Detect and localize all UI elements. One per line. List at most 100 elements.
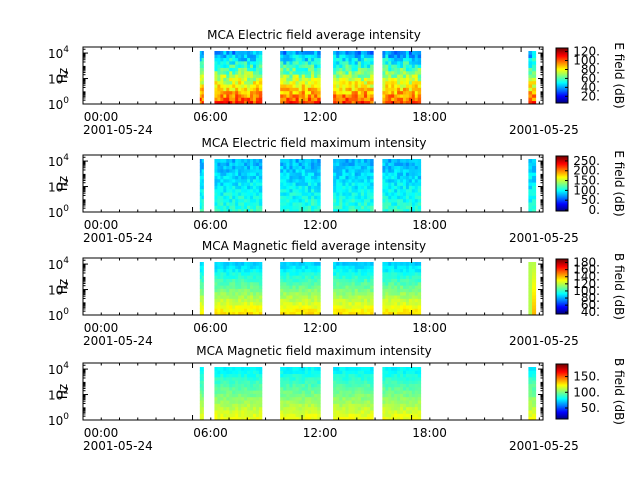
spectrogram-cell (317, 182, 321, 186)
colorbar-label: E field (dB) (612, 42, 626, 108)
spectrogram-cell (255, 268, 260, 273)
spectrogram-cell (345, 188, 349, 193)
spectrogram-cell (360, 301, 365, 306)
spectrogram-cell (255, 168, 260, 173)
spectrogram-cell (232, 60, 236, 65)
spectrogram-cell (339, 159, 343, 163)
spectrogram-cell (405, 416, 410, 421)
colorbar-swatch (556, 369, 568, 372)
spectrogram-cell (528, 370, 533, 375)
spectrogram-cell (408, 100, 413, 105)
spectrogram-cell (367, 178, 371, 183)
spectrogram-cell (286, 390, 290, 394)
spectrogram-cell (408, 165, 413, 170)
spectrogram-cell (311, 87, 315, 92)
spectrogram-cell (336, 208, 340, 213)
spectrogram-cell (342, 416, 346, 421)
spectrogram-cell (214, 262, 218, 266)
spectrogram-cell (403, 311, 407, 316)
spectrogram-cell (388, 198, 392, 203)
spectrogram-cell (317, 301, 321, 306)
spectrogram-cell (532, 416, 537, 421)
spectrogram-cell (354, 413, 359, 418)
spectrogram-cell (417, 74, 422, 78)
spectrogram-cell (250, 168, 254, 173)
spectrogram-cell (354, 51, 359, 55)
spectrogram-cell (252, 51, 257, 55)
spectrogram-cell (298, 308, 303, 313)
spectrogram-cell (388, 175, 392, 180)
spectrogram-cell (214, 311, 218, 316)
spectrogram-cell (311, 188, 315, 193)
spectrogram-cell (258, 396, 263, 401)
spectrogram-cell (342, 396, 346, 401)
spectrogram-cell (201, 380, 204, 384)
spectrogram-cell (317, 383, 321, 388)
spectrogram-cell (201, 406, 204, 411)
spectrogram-cell (244, 67, 248, 72)
spectrogram-cell (220, 159, 224, 163)
spectrogram-cell (289, 285, 293, 289)
colorbar-swatch (556, 208, 568, 211)
spectrogram-cell (201, 413, 204, 418)
spectrogram-cell (229, 376, 233, 381)
colorbar-swatch (556, 264, 568, 267)
spectrogram-cell (388, 100, 392, 105)
spectrogram-cell (363, 305, 368, 309)
colorbar-swatch (556, 375, 568, 378)
colorbar-swatch (556, 296, 568, 299)
spectrogram-cell (232, 390, 236, 394)
spectrogram-cell (532, 70, 537, 75)
spectrogram-cell (250, 205, 254, 210)
spectrogram-cell (391, 301, 395, 306)
spectrogram-cell (286, 54, 290, 59)
spectrogram-cell (333, 162, 337, 167)
spectrogram-cell (405, 80, 410, 85)
spectrogram-cell (414, 367, 419, 371)
spectrogram-cell (363, 64, 368, 68)
spectrogram-cell (258, 298, 263, 303)
spectrogram-cell (367, 288, 371, 293)
spectrogram-cell (397, 393, 401, 398)
y-tick-label: 102 (48, 387, 69, 403)
spectrogram-cell (411, 97, 416, 102)
spectrogram-cell (339, 198, 343, 203)
spectrogram-cell (357, 386, 362, 391)
spectrogram-cell (232, 268, 236, 273)
spectrogram-cell (333, 403, 337, 408)
spectrogram-cell (397, 185, 401, 190)
spectrogram-cell (400, 301, 404, 306)
spectrogram-cell (391, 383, 395, 388)
spectrogram-cell (229, 295, 233, 299)
spectrogram-cell (400, 393, 404, 398)
spectrogram-cell (348, 182, 353, 186)
spectrogram-cell (385, 175, 389, 180)
spectrogram-cell (367, 208, 371, 213)
spectrogram-cell (286, 74, 290, 78)
spectrogram-cell (258, 70, 263, 75)
spectrogram-cell (301, 208, 306, 213)
spectrogram-cell (199, 172, 203, 176)
spectrogram-cell (220, 393, 224, 398)
spectrogram-cell (223, 182, 227, 186)
spectrogram-cell (214, 67, 218, 72)
spectrogram-cell (417, 311, 422, 316)
spectrogram-cell (348, 87, 353, 92)
x-tick-label: 12:00 (303, 218, 338, 232)
spectrogram-cell (351, 262, 356, 266)
spectrogram-cell (226, 192, 230, 196)
spectrogram-cell (226, 285, 230, 289)
spectrogram-cell (354, 367, 359, 371)
spectrogram-cell (289, 175, 293, 180)
spectrogram-cell (214, 94, 218, 98)
spectrogram-cell (345, 288, 349, 293)
spectrogram-cell (345, 305, 349, 309)
spectrogram-cell (307, 285, 312, 289)
spectrogram-cell (528, 70, 533, 75)
spectrogram-cell (232, 185, 236, 190)
spectrogram-cell (304, 67, 309, 72)
spectrogram-cell (385, 390, 389, 394)
spectrogram-cell (229, 271, 233, 276)
spectrogram-cell (235, 195, 239, 200)
spectrogram-cell (304, 162, 309, 167)
